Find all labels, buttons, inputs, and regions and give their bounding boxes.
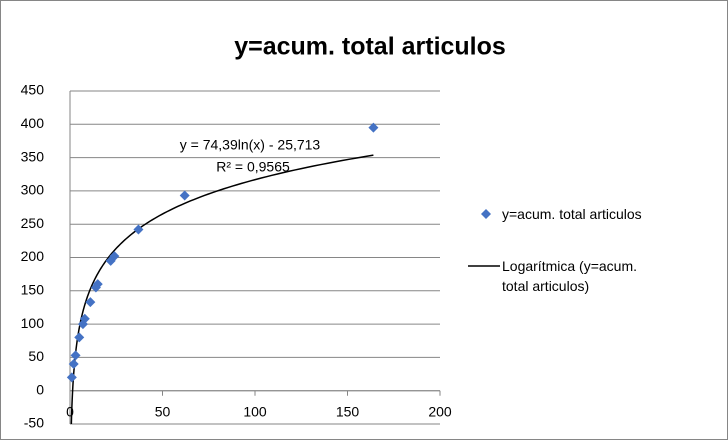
chart-title: y=acum. total articulos [234,33,506,61]
x-tick-label: 0 [66,403,74,419]
x-tick-label: 100 [243,403,267,419]
y-tick-label: 200 [21,248,45,264]
data-point [68,359,79,370]
legend-label: y=acum. total articulos [502,206,642,222]
y-tick-label: 50 [28,348,44,364]
data-point [105,255,116,266]
y-tick-label: 350 [21,148,45,164]
trendline-equation: y = 74,39ln(x) - 25,713 [180,137,321,153]
data-point [79,313,90,324]
trendline-r2: R² = 0,9565 [216,159,290,175]
y-tick-label: 100 [21,315,45,331]
data-point [368,122,379,133]
y-tick-label: 400 [21,115,45,131]
y-tick-label: 450 [21,82,45,98]
data-point [74,332,85,343]
data-point [85,297,96,308]
y-tick-label: 0 [36,381,44,397]
x-tick-label: 150 [336,403,360,419]
y-tick-label: 250 [21,215,45,231]
data-point [179,190,190,201]
x-tick-label: 200 [428,403,452,419]
data-point [66,372,77,383]
y-tick-label: 300 [21,182,45,198]
y-tick-label: -50 [24,415,44,431]
legend-label: Logarítmica (y=acum. total articulos) [502,258,637,294]
data-point [133,224,144,235]
data-point [70,350,81,361]
x-tick-label: 50 [155,403,171,419]
legend-marker [481,209,491,219]
data-point [92,279,103,290]
data-point [109,251,120,262]
y-tick-label: 150 [21,282,45,298]
